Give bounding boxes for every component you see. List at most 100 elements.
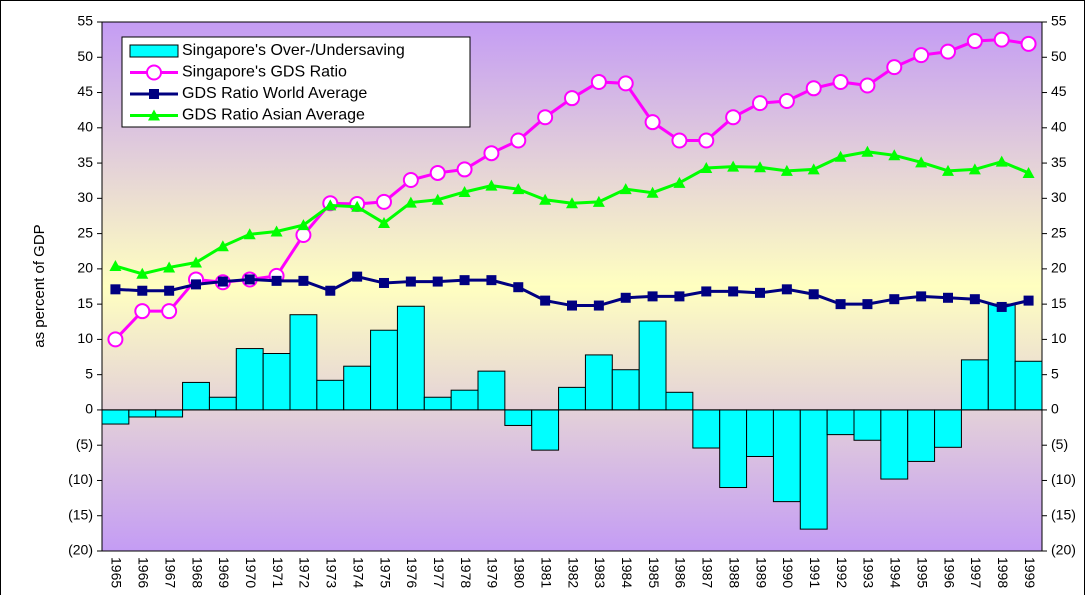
- bar: [155, 409, 184, 418]
- point: [861, 145, 874, 157]
- x-tick-label: 1996: [941, 557, 957, 588]
- point: [405, 276, 416, 287]
- point: [376, 193, 392, 210]
- point: [993, 31, 1010, 48]
- point: [483, 145, 500, 162]
- x-tick-label: 1967: [162, 557, 178, 588]
- x-tick-label: 1999: [1022, 557, 1038, 588]
- point: [216, 240, 229, 252]
- point: [485, 179, 498, 191]
- x-tick-label: 1983: [592, 557, 608, 588]
- tick-label: (10): [1051, 471, 1076, 487]
- point: [943, 292, 953, 303]
- point: [512, 183, 525, 195]
- point: [754, 161, 766, 173]
- x-tick-label: 1992: [834, 557, 850, 588]
- bar: [987, 303, 1016, 411]
- bar: [182, 381, 210, 411]
- x-tick-label: 1985: [646, 557, 662, 588]
- point: [537, 109, 554, 126]
- legend: [121, 36, 471, 128]
- tick-label: 55: [1051, 13, 1067, 29]
- tick-label: 15: [77, 295, 93, 311]
- plot-border: [101, 21, 1043, 552]
- point: [109, 260, 122, 272]
- point: [539, 193, 552, 205]
- x-tick-label: 1998: [995, 557, 1011, 588]
- point: [859, 77, 876, 94]
- point: [161, 303, 178, 320]
- point: [752, 95, 768, 112]
- bar: [611, 369, 640, 411]
- point: [404, 196, 417, 208]
- x-tick-label: 1991: [807, 557, 823, 588]
- point: [942, 164, 954, 176]
- point: [431, 193, 444, 205]
- tick-label: 5: [1051, 365, 1059, 381]
- tick-label: (5): [1051, 436, 1068, 452]
- tick-label: 55: [77, 13, 93, 29]
- point: [164, 285, 175, 296]
- point: [807, 163, 820, 175]
- x-tick-label: 1982: [565, 557, 581, 588]
- point: [728, 286, 739, 297]
- x-tick-label: 1975: [377, 557, 393, 588]
- point: [402, 171, 419, 188]
- point: [727, 160, 740, 172]
- tick-label: (5): [76, 436, 93, 452]
- point: [325, 285, 336, 296]
- point: [725, 109, 742, 126]
- point: [590, 73, 607, 90]
- bar: [316, 379, 345, 411]
- point: [620, 292, 631, 303]
- point: [698, 132, 715, 149]
- bar: [826, 409, 855, 436]
- point: [969, 294, 980, 305]
- point: [513, 282, 524, 293]
- point: [619, 183, 632, 195]
- tick-label: 5: [85, 365, 93, 381]
- point: [324, 199, 337, 211]
- tick-label: (20): [1051, 542, 1076, 558]
- point: [862, 299, 873, 310]
- point: [510, 132, 527, 149]
- bar: [665, 391, 694, 411]
- tick-label: 20: [1051, 260, 1067, 276]
- point: [834, 150, 847, 162]
- tick-label: 20: [77, 260, 93, 276]
- bar: [396, 305, 425, 411]
- point: [701, 286, 712, 297]
- x-tick-label: 1988: [726, 557, 742, 588]
- point: [700, 162, 713, 174]
- point: [486, 275, 497, 286]
- x-tick-label: 1995: [914, 557, 930, 588]
- point: [674, 291, 685, 302]
- point: [671, 132, 688, 149]
- x-tick-label: 1994: [888, 557, 904, 588]
- x-tick-label: 1990: [780, 557, 796, 588]
- bar: [772, 409, 801, 503]
- tick-label: 35: [77, 154, 93, 170]
- x-tick-label: 1971: [270, 557, 286, 588]
- tick-label: 45: [1051, 83, 1067, 99]
- tick-label: (15): [1051, 506, 1076, 522]
- tick-label: 40: [1051, 119, 1067, 135]
- point: [107, 331, 124, 348]
- point: [646, 186, 659, 198]
- point: [808, 289, 819, 300]
- tick-label: (10): [68, 471, 93, 487]
- point: [298, 275, 309, 286]
- bar: [450, 389, 479, 411]
- legend-label: Singapore's Over-/Undersaving: [182, 42, 405, 59]
- point: [673, 176, 686, 188]
- x-tick-label: 1968: [189, 557, 205, 588]
- x-tick-label: 1979: [485, 557, 501, 588]
- x-tick-label: 1966: [136, 557, 152, 588]
- point: [567, 300, 577, 311]
- bar: [208, 396, 237, 411]
- point: [297, 219, 310, 231]
- point: [644, 114, 661, 131]
- x-tick-label: 1993: [861, 557, 877, 588]
- point: [244, 274, 255, 285]
